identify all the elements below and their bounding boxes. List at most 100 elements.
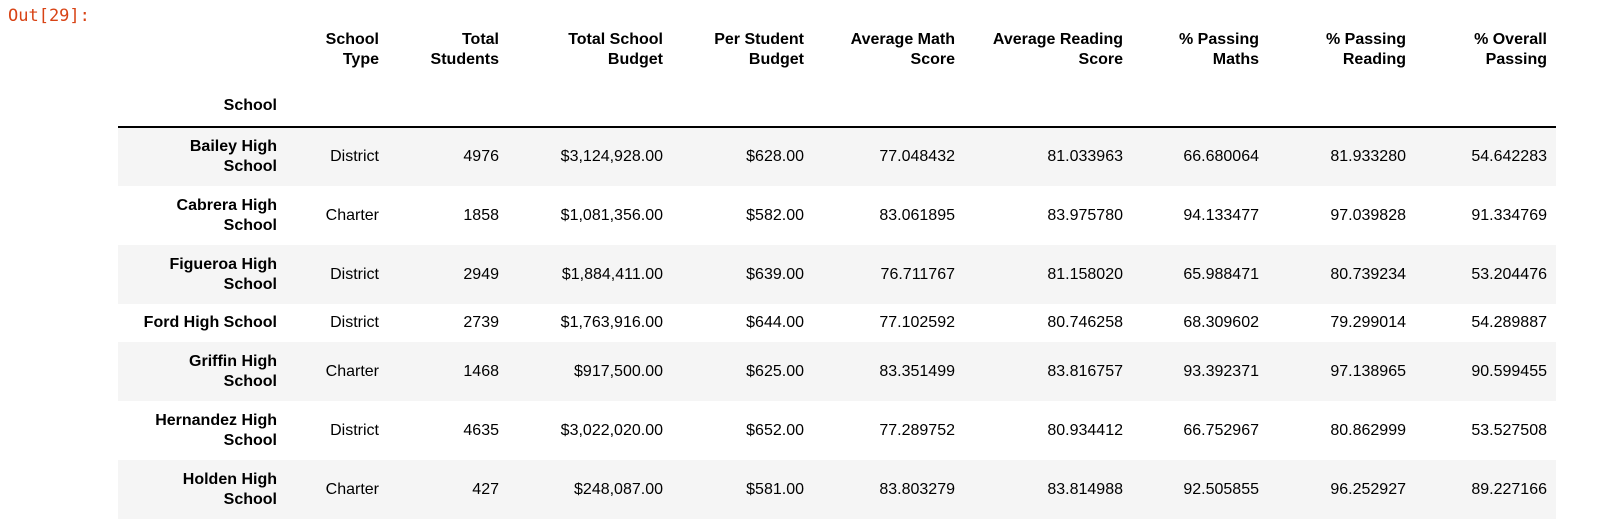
table-cell: $652.00	[746, 421, 804, 439]
column-header: % Overall Passing	[1415, 22, 1556, 96]
table-cell: $1,081,356.00	[560, 206, 663, 224]
table-cell: 2739	[463, 314, 499, 331]
table-cell: 2949	[463, 265, 499, 283]
table-cell: $644.00	[746, 314, 804, 331]
column-header-line: % Overall	[1474, 31, 1547, 48]
school-name-line: School	[223, 431, 277, 449]
index-name-row: School	[118, 96, 1556, 128]
table-cell: Charter	[325, 206, 379, 224]
table-cell: 1858	[463, 206, 499, 224]
index-row-blank-cell	[286, 96, 388, 128]
table-cell: $628.00	[746, 148, 804, 165]
table-cell: $1,884,411.00	[561, 265, 663, 283]
column-header-line: Per Student	[714, 31, 804, 48]
school-name-line: Ford High School	[143, 314, 277, 331]
table-cell: 77.102592	[879, 314, 955, 331]
column-header: Total Students	[388, 22, 508, 96]
table-row: Ford High School District 2739 $1,763,916.0…	[118, 304, 1556, 342]
table-cell: Charter	[325, 480, 379, 498]
table-row: Hernandez High School District 4635 $3,022,0…	[118, 401, 1556, 460]
column-header-line: Average Reading	[992, 31, 1123, 48]
table-cell: 65.988471	[1183, 265, 1259, 283]
table-cell: 66.752967	[1183, 421, 1259, 439]
table-cell: 81.033963	[1047, 148, 1123, 165]
table-cell: 66.680064	[1183, 148, 1259, 165]
column-header: Total School Budget	[508, 22, 672, 96]
index-row-blank-cell	[508, 96, 672, 128]
table-cell: 80.739234	[1330, 265, 1406, 283]
index-row-blank-cell	[388, 96, 508, 128]
table-cell: 83.975780	[1047, 206, 1123, 224]
column-header-line: Reading	[1342, 51, 1406, 68]
table-cell: 80.746258	[1047, 314, 1123, 331]
table-cell: $248,087.00	[574, 480, 663, 498]
column-header-line: % Passing	[1178, 31, 1259, 48]
table-cell: 83.061895	[879, 206, 955, 224]
index-row-blank-cell	[813, 96, 964, 128]
header-blank-cell	[118, 22, 286, 96]
school-name-cell: Holden High School	[118, 460, 286, 519]
column-header-line: Budget	[607, 51, 663, 68]
table-cell: 81.933280	[1330, 148, 1406, 165]
table-cell: 90.599455	[1471, 362, 1547, 380]
table-cell: 81.158020	[1047, 265, 1123, 283]
output-prompt: Out[29]:	[8, 6, 90, 26]
index-row-blank-cell	[964, 96, 1132, 128]
table-cell: 92.505855	[1183, 480, 1259, 498]
table-cell: $625.00	[746, 362, 804, 380]
table-cell: 96.252927	[1330, 480, 1406, 498]
table-cell: 68.309602	[1183, 314, 1259, 331]
table-cell: $3,022,020.00	[560, 421, 663, 439]
table-cell: 80.862999	[1330, 421, 1406, 439]
school-name-cell: Figueroa High School	[118, 245, 286, 304]
school-name-line: Hernandez High	[155, 411, 277, 429]
table-cell: 4635	[463, 421, 499, 439]
table-cell: 97.039828	[1330, 206, 1406, 224]
school-name-line: Cabrera High	[176, 196, 277, 214]
column-header: Average Reading Score	[964, 22, 1132, 96]
table-cell: 1468	[463, 362, 499, 380]
school-name-cell: Griffin High School	[118, 342, 286, 401]
table-row: Bailey High School District 4976 $3,124,928.…	[118, 127, 1556, 186]
index-row-blank-cell	[1415, 96, 1556, 128]
table-cell: 94.133477	[1183, 206, 1259, 224]
school-name-cell: Cabrera High School	[118, 186, 286, 245]
table-cell: District	[330, 265, 379, 283]
school-name-line: Griffin High	[189, 352, 277, 370]
column-header: Average Math Score	[813, 22, 964, 96]
table-cell: $917,500.00	[574, 362, 663, 380]
index-row-blank-cell	[1132, 96, 1268, 128]
school-name-line: School	[223, 158, 277, 175]
table-cell: 54.642283	[1471, 148, 1547, 165]
table-cell: 83.803279	[879, 480, 955, 498]
school-name-line: School	[223, 216, 277, 234]
column-header-line: Type	[342, 51, 379, 68]
table-row: Holden High School Charter 427 $248,087.00 $5…	[118, 460, 1556, 519]
column-header-line: % Passing	[1325, 31, 1406, 48]
table-cell: 91.334769	[1471, 206, 1547, 224]
column-header: School Type	[286, 22, 388, 96]
table-cell: $639.00	[746, 265, 804, 283]
table-cell: 80.934412	[1047, 421, 1123, 439]
school-name-line: School	[223, 490, 277, 508]
table-cell: 76.711767	[880, 265, 955, 283]
table-cell: 53.204476	[1471, 265, 1547, 283]
school-name-line: Bailey High	[189, 138, 277, 155]
column-header-line: School	[325, 31, 379, 48]
column-header-line: Students	[430, 51, 499, 68]
index-row-blank-cell	[672, 96, 813, 128]
table-cell: 54.289887	[1471, 314, 1547, 331]
table-cell: 97.138965	[1330, 362, 1406, 380]
school-name-line: Figueroa High	[169, 255, 277, 273]
table-row: Figueroa High School District 2949 $1,884,41…	[118, 245, 1556, 304]
table-cell: Charter	[325, 362, 379, 380]
column-header-line: Total School	[568, 31, 663, 48]
school-name-line: School	[223, 275, 277, 293]
column-header-row: School Type Total Students Total School Budge…	[118, 22, 1556, 96]
school-name-cell: Hernandez High School	[118, 401, 286, 460]
table-row: Griffin High School Charter 1468 $917,500.00…	[118, 342, 1556, 401]
table-cell: 83.351499	[879, 362, 955, 380]
table-cell: District	[330, 148, 379, 165]
table-cell: 4976	[463, 148, 499, 165]
table-cell: $581.00	[746, 480, 804, 498]
